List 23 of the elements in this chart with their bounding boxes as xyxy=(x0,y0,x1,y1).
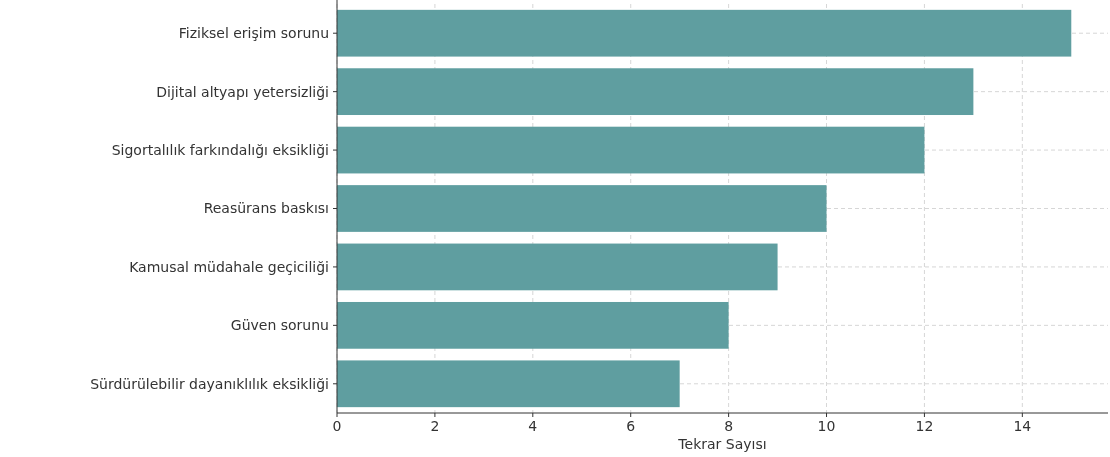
x-tick-label: 0 xyxy=(332,418,342,434)
bar xyxy=(337,9,1072,57)
y-tick-label: Reasürans baskısı xyxy=(203,200,329,217)
bar xyxy=(337,301,729,349)
bar xyxy=(337,68,974,116)
y-tick-label: Sürdürülebilir dayanıklılık eksikliği xyxy=(90,375,329,392)
x-tick-label: 4 xyxy=(528,418,538,434)
y-tick-label: Dijital altyapı yetersizliği xyxy=(156,83,329,100)
bar xyxy=(337,126,925,174)
y-tick-label: Sigortalılık farkındalığı eksikliği xyxy=(111,141,329,158)
bar xyxy=(337,360,680,408)
x-tick-label: 14 xyxy=(1013,418,1032,434)
x-tick-label: 2 xyxy=(430,418,440,434)
x-axis-title: Tekrar Sayısı xyxy=(677,436,767,452)
y-tick-label: Güven sorunu xyxy=(230,317,329,334)
x-tick-label: 10 xyxy=(817,418,836,434)
y-tick-label: Fiziksel erişim sorunu xyxy=(178,25,329,42)
y-tick-label: Kamusal müdahale geçiciliği xyxy=(129,258,329,275)
x-tick-label: 8 xyxy=(724,418,734,434)
bar xyxy=(337,243,778,291)
x-tick-label: 6 xyxy=(626,418,636,434)
x-tick-label: 12 xyxy=(915,418,934,434)
bar xyxy=(337,185,827,232)
